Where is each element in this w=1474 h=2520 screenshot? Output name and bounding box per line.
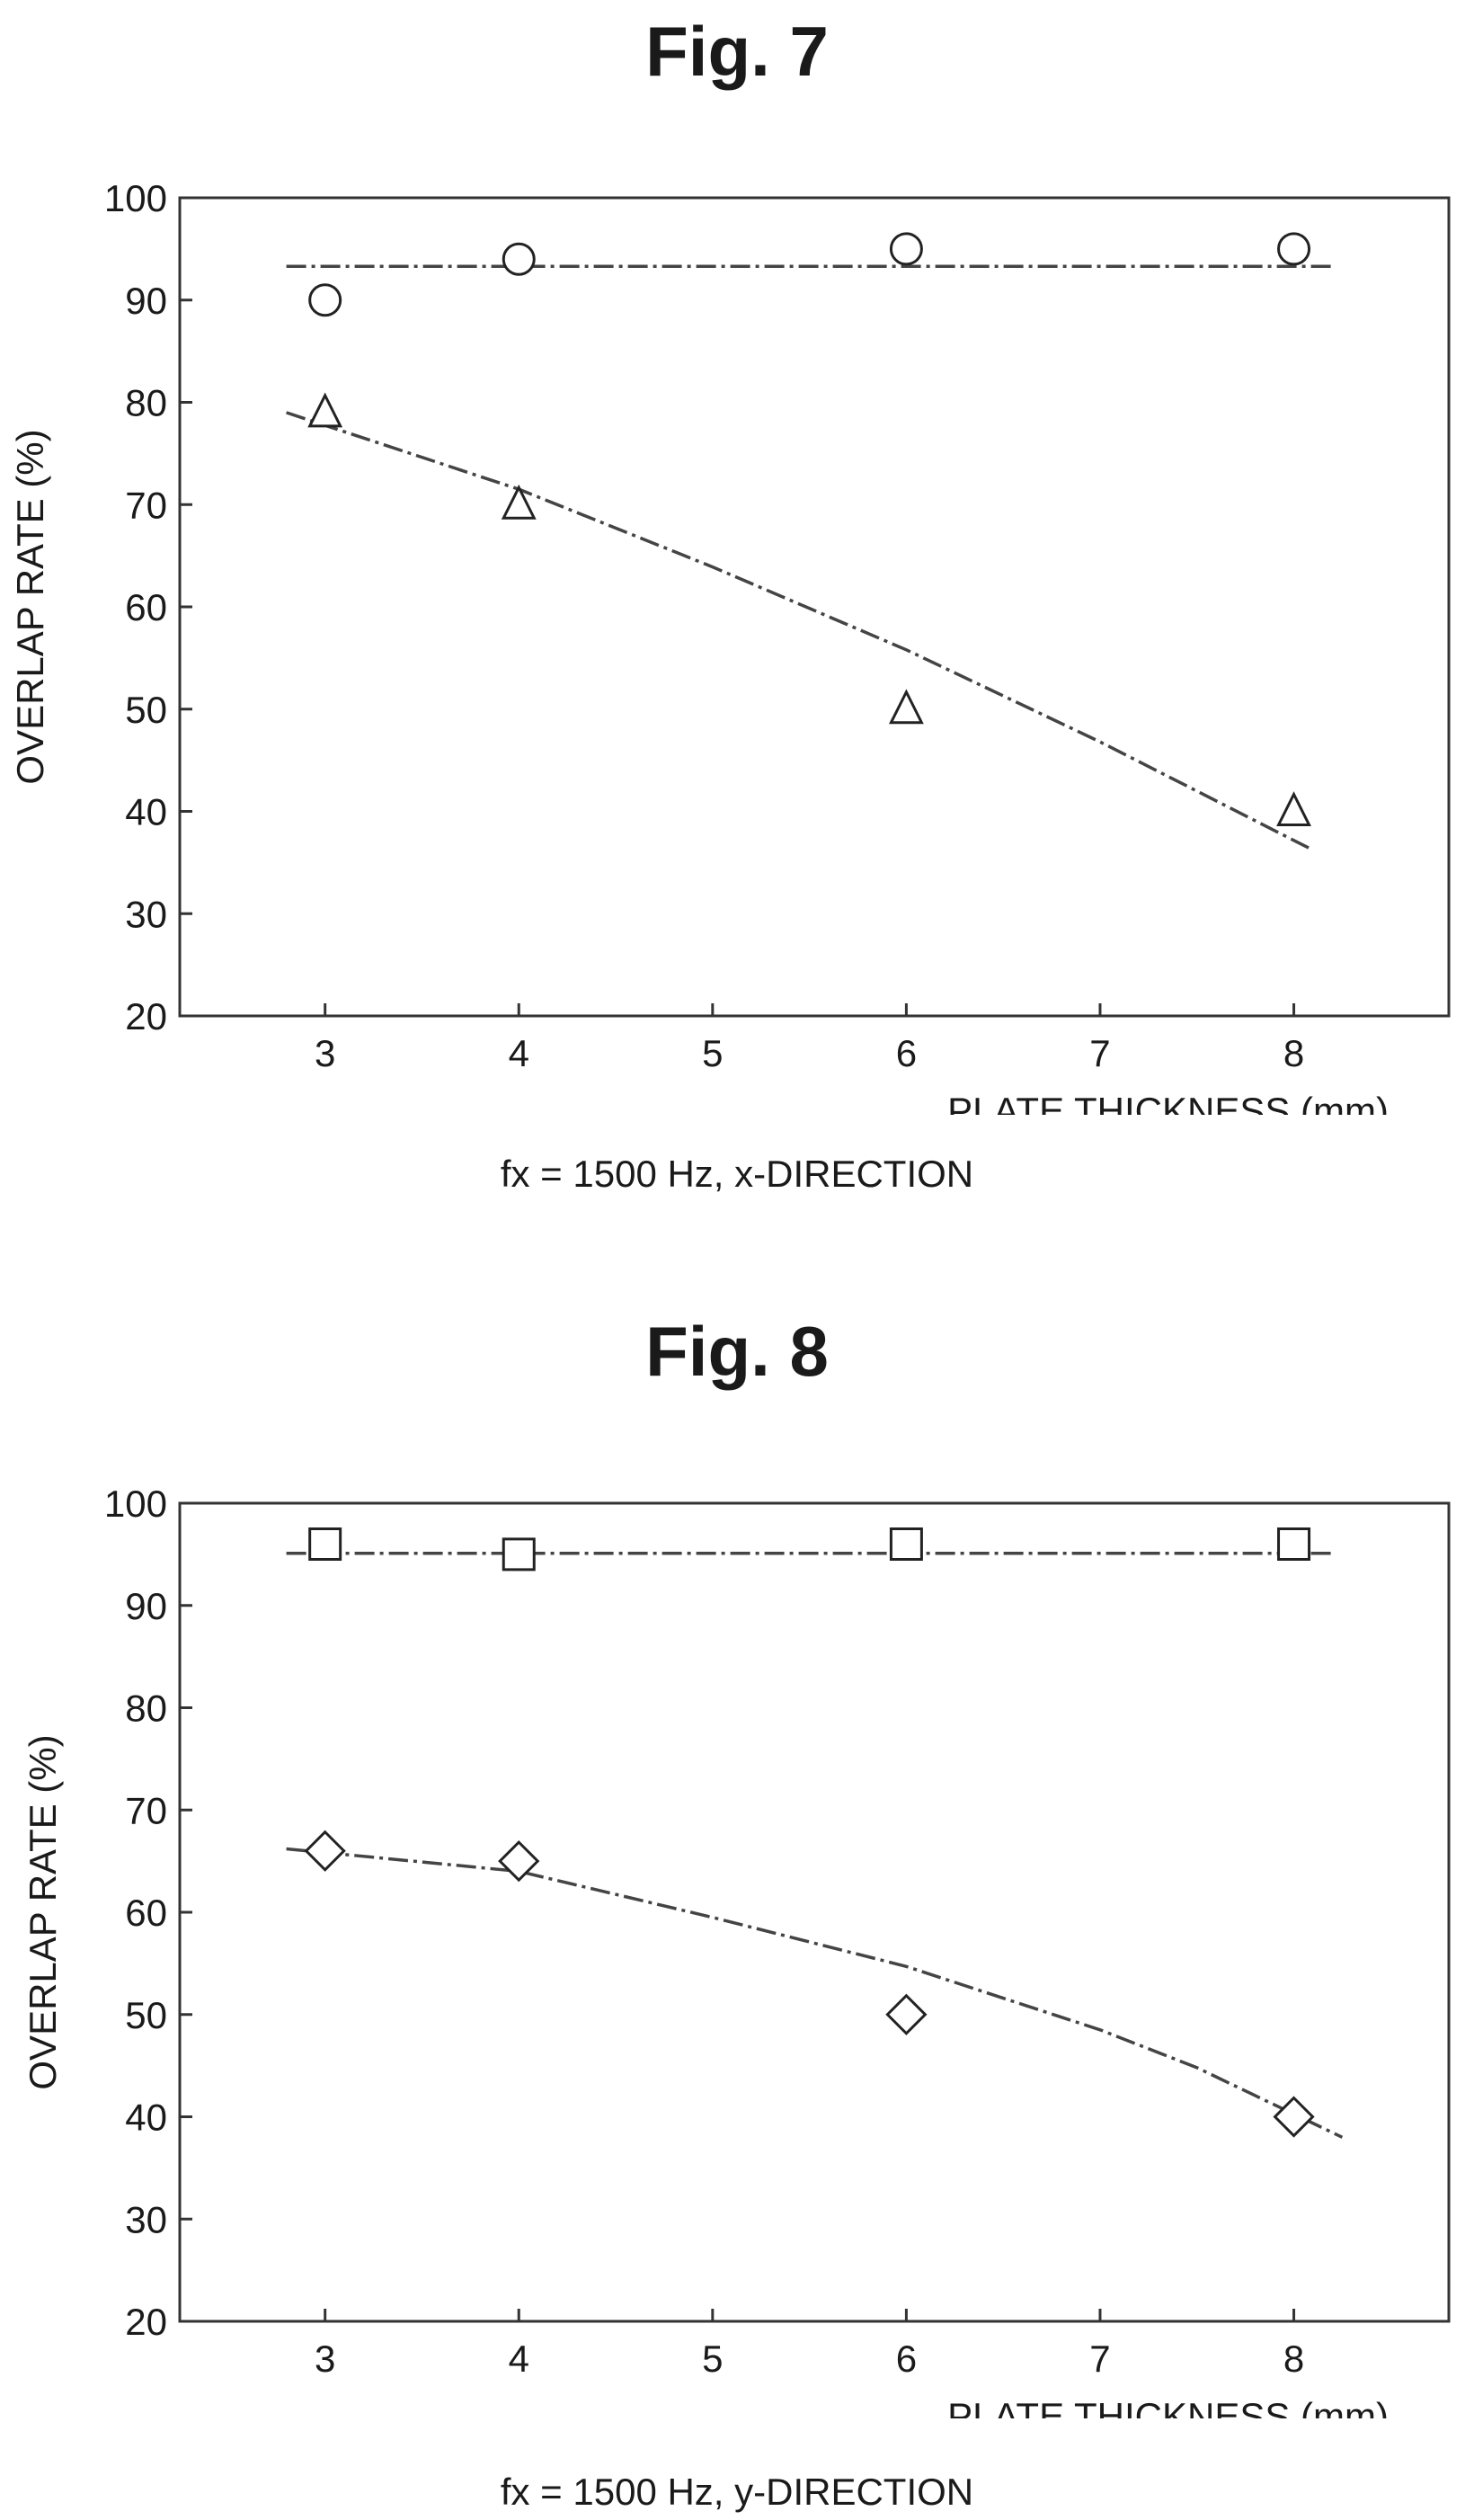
- y-tick-label: 40: [125, 791, 167, 833]
- x-tick-label: 8: [1283, 1032, 1304, 1074]
- plot-frame: [178, 196, 1451, 1018]
- y-tick-label: 20: [125, 995, 167, 1037]
- fit-line-triangle: [286, 411, 1314, 852]
- fig7-title: Fig. 7: [645, 12, 829, 91]
- circle-point: [502, 242, 536, 276]
- x-tick-label: 8: [1283, 2337, 1304, 2380]
- y-tick-label: 80: [125, 382, 167, 424]
- circle-point: [889, 232, 923, 266]
- diamond-point: [885, 1993, 928, 2035]
- y-axis-label: OVERLAP RATE (%): [9, 429, 51, 784]
- x-tick-label: 4: [509, 1032, 529, 1074]
- fig7-caption: fx = 1500 Hz, x-DIRECTION: [500, 1153, 974, 1195]
- y-tick-label: 60: [125, 1892, 167, 1934]
- x-tick-label: 3: [315, 2337, 335, 2380]
- x-tick-label: 6: [896, 1032, 917, 1074]
- x-tick-label: 3: [315, 1032, 335, 1074]
- square-point: [889, 1527, 923, 1561]
- y-tick-label: 90: [125, 1585, 167, 1627]
- y-tick-label: 30: [125, 2198, 167, 2240]
- y-tick-label: 20: [125, 2301, 167, 2343]
- y-tick-label: 60: [125, 586, 167, 628]
- diamond-point: [304, 1830, 346, 1872]
- x-tick-label: 5: [702, 2337, 723, 2380]
- circle-point: [1277, 232, 1311, 266]
- fit-line-diamond: [286, 1847, 1344, 2139]
- triangle-point: [1276, 791, 1311, 826]
- fig8-caption: fx = 1500 Hz, y-DIRECTION: [500, 2471, 974, 2513]
- y-tick-label: 70: [125, 484, 167, 526]
- y-tick-label: 100: [104, 1483, 167, 1525]
- x-axis-label: PLATE THICKNESS (mm): [947, 2395, 1389, 2418]
- plot-frame: [178, 1501, 1451, 2323]
- x-tick-label: 6: [896, 2337, 917, 2380]
- x-tick-label: 4: [509, 2337, 529, 2380]
- diamond-point: [1273, 2096, 1315, 2138]
- diamond-point: [498, 1840, 540, 1883]
- triangle-point: [888, 689, 924, 725]
- circle-point: [308, 283, 342, 317]
- y-tick-label: 40: [125, 2097, 167, 2139]
- x-axis-label: PLATE THICKNESS (mm): [947, 1090, 1389, 1115]
- x-tick-label: 5: [702, 1032, 723, 1074]
- square-point: [502, 1537, 536, 1572]
- y-tick-label: 50: [125, 1994, 167, 2036]
- fig8-chart: 20 30 40 50 60 70 80 90 100 3 4 5 6 7 8 PLATE THICKNESS…: [22, 1483, 1451, 2418]
- square-point: [308, 1527, 342, 1561]
- y-tick-label: 50: [125, 689, 167, 731]
- y-tick-label: 80: [125, 1687, 167, 1730]
- fig8-title: Fig. 8: [645, 1312, 829, 1391]
- x-tick-label: 7: [1089, 2337, 1110, 2380]
- y-tick-label: 30: [125, 893, 167, 935]
- y-tick-label: 100: [104, 177, 167, 219]
- x-tick-label: 7: [1089, 1032, 1110, 1074]
- y-tick-label: 90: [125, 280, 167, 322]
- triangle-point: [501, 484, 537, 520]
- square-point: [1277, 1527, 1311, 1561]
- fig7-chart: 20 30 40 50 60 70 80 90 100 3 4 5 6 7 8 PLATE THICKNESS…: [9, 177, 1451, 1115]
- y-tick-label: 70: [125, 1789, 167, 1831]
- y-axis-label: OVERLAP RATE (%): [22, 1734, 64, 2089]
- triangle-point: [307, 392, 343, 428]
